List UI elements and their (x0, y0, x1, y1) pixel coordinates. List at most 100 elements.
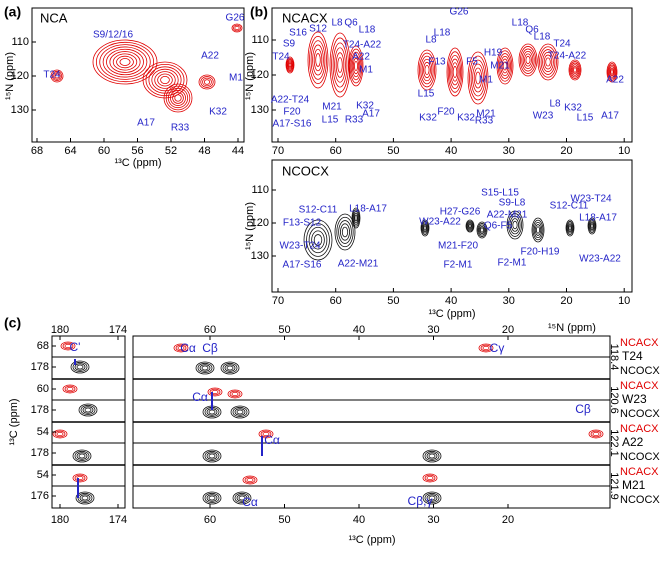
peak-label: M21-F20 (438, 241, 478, 252)
contour (74, 363, 86, 371)
annotation: Cγ (490, 341, 505, 355)
peak-label: W23 (533, 111, 554, 122)
contour (422, 449, 442, 463)
x-axis-title: ¹³C (ppm) (428, 308, 475, 320)
contour (204, 450, 220, 462)
contour (286, 59, 294, 71)
peak-label: M1 (479, 75, 493, 86)
annotation: Cα (192, 390, 208, 404)
peak-label: L18 (359, 25, 376, 36)
annotation: Cβ (202, 341, 218, 355)
peak-label: S12-C11 (550, 201, 589, 212)
peak-label: K32 (419, 113, 437, 124)
experiment-label: NCOCX (620, 365, 660, 377)
peak-label: A17 (137, 118, 155, 129)
peak-label: K32 (356, 101, 374, 112)
contour (480, 227, 484, 233)
contour (334, 47, 346, 83)
peak-label: M21 (476, 109, 496, 120)
contour (81, 495, 89, 501)
contour (525, 55, 531, 65)
contour (70, 360, 90, 374)
y-tick-label: 54 (37, 426, 49, 438)
contour (477, 223, 487, 237)
x-tick-label: 60 (204, 514, 216, 526)
contour (332, 42, 348, 88)
contour (422, 491, 442, 505)
x-tick-label: 10 (618, 145, 630, 157)
x-tick-label: 60 (98, 145, 110, 157)
annotation: Cβ,γ (408, 494, 433, 508)
contour (80, 404, 96, 416)
contour (353, 213, 359, 223)
contour (74, 450, 90, 462)
contour (422, 222, 428, 234)
panel-label: (b) (250, 4, 268, 20)
contour (424, 450, 440, 462)
contour (451, 62, 459, 82)
contour (306, 223, 330, 257)
peak-label: A17-S16 (283, 260, 322, 271)
contour (452, 66, 458, 78)
peak-label: L18 (534, 32, 551, 43)
contour (151, 68, 179, 92)
contour (231, 23, 243, 33)
contour (467, 51, 489, 105)
contour (509, 215, 521, 235)
contour (475, 71, 481, 85)
x-tick-label: 40 (445, 145, 457, 157)
contour (349, 48, 363, 84)
contour (60, 341, 76, 351)
peak-label: F20 (437, 107, 455, 118)
contour (542, 51, 554, 73)
x-tick-label: 180 (51, 324, 69, 336)
contour (473, 67, 483, 89)
y-tick-label: 110 (251, 34, 269, 46)
contour (307, 31, 329, 89)
peak-label: T24 (553, 39, 571, 50)
contour (288, 62, 292, 68)
contour (570, 62, 580, 78)
contour (508, 213, 522, 237)
x-tick-label: 60 (330, 145, 342, 157)
peak-label: S15-L15 (481, 188, 519, 199)
contour (157, 73, 173, 87)
peak-label: K32 (564, 103, 582, 114)
contour (417, 49, 437, 91)
peak-label: S9/12/16 (93, 30, 133, 41)
contour (592, 431, 600, 437)
contour (109, 51, 141, 73)
peak-label: L18 (434, 28, 451, 39)
contour (428, 495, 436, 501)
contour (154, 71, 176, 89)
experiment-label: NCACX (620, 337, 659, 349)
contour (220, 361, 240, 375)
contour (472, 63, 484, 93)
x-tick-label: 70 (272, 145, 284, 157)
contour (590, 430, 602, 438)
contour (610, 69, 614, 75)
contour (348, 45, 364, 87)
y-tick-label: 68 (37, 340, 49, 352)
contour (198, 74, 216, 90)
x-tick-label: 20 (560, 145, 572, 157)
contour (227, 389, 243, 399)
peak-label: A17 (362, 109, 380, 120)
contour (172, 92, 184, 104)
contour (480, 344, 492, 352)
y-axis-title: ¹⁵N (ppm) (244, 52, 256, 100)
x-tick-label: 180 (51, 514, 69, 526)
contour (312, 44, 324, 76)
contour (148, 66, 182, 94)
contour (500, 55, 510, 77)
peak-label: W23-T24 (279, 241, 321, 252)
contour (315, 53, 321, 67)
peak-label: A22 (201, 51, 219, 62)
contour (510, 218, 520, 232)
contour (571, 64, 579, 76)
contour (351, 54, 361, 78)
y-tick-label: 178 (31, 361, 49, 373)
n-shift: 120.6 (608, 386, 620, 414)
contour (76, 452, 88, 460)
peak-label: M1 (229, 73, 243, 84)
